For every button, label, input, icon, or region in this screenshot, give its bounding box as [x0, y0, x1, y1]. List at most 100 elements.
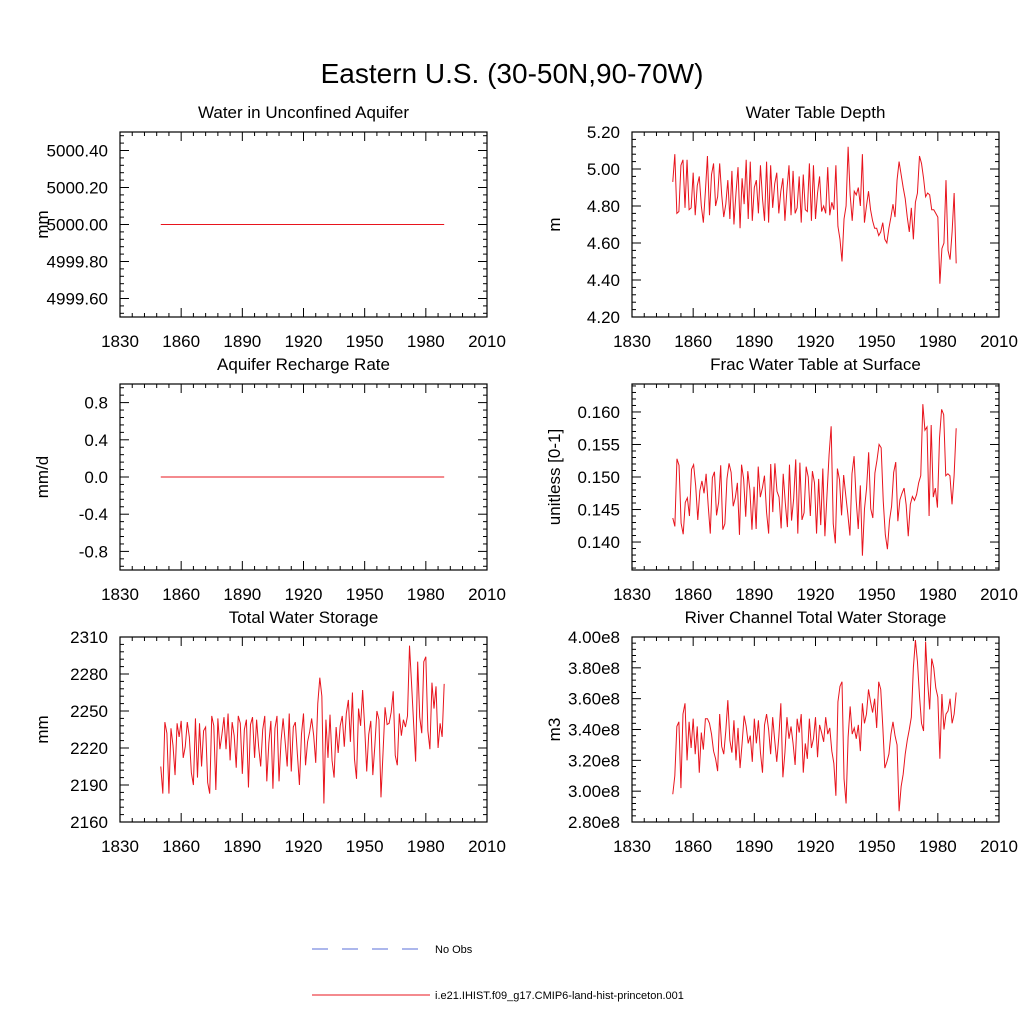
panel-5-xtick-label: 1950: [346, 837, 384, 856]
panel-4-xtick-label: 1950: [858, 585, 896, 604]
legend-item-obs: No Obs: [312, 944, 473, 956]
panel-5-xtick-label: 1860: [162, 837, 200, 856]
panel-4-frame: [631, 383, 1000, 571]
panel-6-xtick-label: 1920: [797, 837, 835, 856]
panel-3-ylabel: mm/d: [33, 456, 52, 499]
panel-4-xtick-label: 1980: [919, 585, 957, 604]
panel-4-xtick-label: 1920: [797, 585, 835, 604]
panel-6-ytick-label: 3.20e8: [568, 751, 620, 770]
panel-3-title: Aquifer Recharge Rate: [217, 355, 390, 374]
panel-1-xtick-label: 1890: [223, 332, 261, 351]
panel-5-xtick-label: 1830: [101, 837, 139, 856]
panel-6-ytick-label: 2.80e8: [568, 813, 620, 832]
panel-3-xtick-label: 1920: [285, 585, 323, 604]
panel-6-xtick-label: 2010: [980, 837, 1018, 856]
panel-4: Frac Water Table at Surface unitless [0-1…: [545, 355, 1018, 604]
panel-2-ytick-label: 4.60: [587, 234, 620, 253]
panel-1-xtick-label: 1830: [101, 332, 139, 351]
panel-2-ytick-label: 5.20: [587, 123, 620, 142]
panel-1-xtick-label: 2010: [468, 332, 506, 351]
panel-3-ytick-label: 0.4: [84, 431, 108, 450]
legend-model-label: i.e21.IHIST.f09_g17.CMIP6-land-hist-prin…: [435, 990, 684, 1002]
panel-6-ytick-label: 3.40e8: [568, 721, 620, 740]
panel-5-frame: [119, 636, 488, 823]
panel-1-xtick-label: 1920: [285, 332, 323, 351]
panel-2-xtick-label: 1950: [858, 332, 896, 351]
panel-2-series-1: [672, 146, 957, 284]
legend-obs-label: No Obs: [435, 944, 473, 956]
panel-3-ytick-label: 0.8: [84, 394, 108, 413]
panel-1-ylabel: mm: [33, 210, 52, 238]
legend: No Obs i.e21.IHIST.f09_g17.CMIP6-land-hi…: [312, 944, 684, 1002]
panel-5-ylabel: mm: [33, 715, 52, 743]
panel-2-xtick-label: 1890: [735, 332, 773, 351]
panel-3-xtick-label: 1950: [346, 585, 384, 604]
figure-title: Eastern U.S. (30-50N,90-70W): [321, 58, 704, 89]
panel-3-xtick-label: 1860: [162, 585, 200, 604]
panels-group: Water in Unconfined Aquifer mm 1830 1860 189…: [33, 103, 1018, 856]
panel-4-ytick-label: 0.155: [577, 435, 620, 454]
panel-6: River Channel Total Water Storage m3 1830 1…: [545, 608, 1018, 856]
panel-6-ytick-label: 3.80e8: [568, 659, 620, 678]
panel-5-ytick-label: 2280: [70, 665, 108, 684]
panel-6-ytick-label: 4.00e8: [568, 628, 620, 647]
panel-2-ytick-label: 4.80: [587, 197, 620, 216]
panel-3: Aquifer Recharge Rate mm/d 1830 1860 1890 192…: [33, 355, 506, 604]
panel-5-ytick-label: 2220: [70, 739, 108, 758]
panel-1-xtick-label: 1950: [346, 332, 384, 351]
panel-6-ytick-label: 3.00e8: [568, 782, 620, 801]
panel-3-ytick-label: -0.4: [79, 505, 108, 524]
panel-6-xtick-label: 1980: [919, 837, 957, 856]
panel-3-ytick-label: 0.0: [84, 468, 108, 487]
panel-4-xtick-label: 1830: [613, 585, 651, 604]
panel-3-xtick-label: 2010: [468, 585, 506, 604]
panel-4-ytick-label: 0.140: [577, 533, 620, 552]
panel-5-xtick-label: 1890: [223, 837, 261, 856]
panel-5-series-1: [160, 645, 445, 804]
panel-4-xtick-label: 1890: [735, 585, 773, 604]
panel-4-series-1: [672, 404, 957, 556]
panel-5-xtick-label: 1980: [407, 837, 445, 856]
panel-2-ytick-label: 4.40: [587, 271, 620, 290]
panel-1-title: Water in Unconfined Aquifer: [198, 103, 409, 122]
panel-4-ytick-label: 0.160: [577, 403, 620, 422]
panel-6-series-1: [672, 640, 957, 812]
panel-5-ytick-label: 2250: [70, 702, 108, 721]
legend-item-model: i.e21.IHIST.f09_g17.CMIP6-land-hist-prin…: [312, 990, 684, 1002]
panel-2-ytick-label: 5.00: [587, 160, 620, 179]
panel-1: Water in Unconfined Aquifer mm 1830 1860 189…: [33, 103, 506, 351]
panel-1-ytick-label: 5000.00: [47, 216, 108, 235]
panel-6-xtick-label: 1950: [858, 837, 896, 856]
panel-2-xtick-label: 1980: [919, 332, 957, 351]
panel-1-xtick-label: 1860: [162, 332, 200, 351]
panel-3-xtick-label: 1890: [223, 585, 261, 604]
panel-4-ylabel: unitless [0-1]: [545, 429, 564, 525]
panel-2-xtick-label: 1830: [613, 332, 651, 351]
panel-6-xtick-label: 1890: [735, 837, 773, 856]
panel-4-ytick-label: 0.150: [577, 468, 620, 487]
panel-5-ytick-label: 2160: [70, 813, 108, 832]
panel-5-title: Total Water Storage: [229, 608, 379, 627]
panel-6-xtick-label: 1860: [674, 837, 712, 856]
panel-5-ytick-label: 2190: [70, 776, 108, 795]
panel-2-xtick-label: 1860: [674, 332, 712, 351]
panel-6-xtick-label: 1830: [613, 837, 651, 856]
panel-2-xtick-label: 1920: [797, 332, 835, 351]
panel-4-xtick-label: 2010: [980, 585, 1018, 604]
panel-1-ytick-label: 5000.40: [47, 142, 108, 161]
panel-6-ytick-label: 3.60e8: [568, 690, 620, 709]
panel-4-ytick-label: 0.145: [577, 501, 620, 520]
panel-3-ytick-label: -0.8: [79, 542, 108, 561]
panel-5: Total Water Storage mm 1830 1860 1890 1920 195…: [33, 608, 506, 856]
panel-4-xtick-label: 1860: [674, 585, 712, 604]
panel-5-ytick-label: 2310: [70, 628, 108, 647]
panel-6-title: River Channel Total Water Storage: [685, 608, 947, 627]
panel-2-ytick-label: 4.20: [587, 308, 620, 327]
panel-1-xtick-label: 1980: [407, 332, 445, 351]
panel-1-ytick-label: 5000.20: [47, 179, 108, 198]
panel-2-ylabel: m: [545, 217, 564, 231]
panel-6-ylabel: m3: [545, 718, 564, 742]
panel-2-xtick-label: 2010: [980, 332, 1018, 351]
panel-3-xtick-label: 1980: [407, 585, 445, 604]
